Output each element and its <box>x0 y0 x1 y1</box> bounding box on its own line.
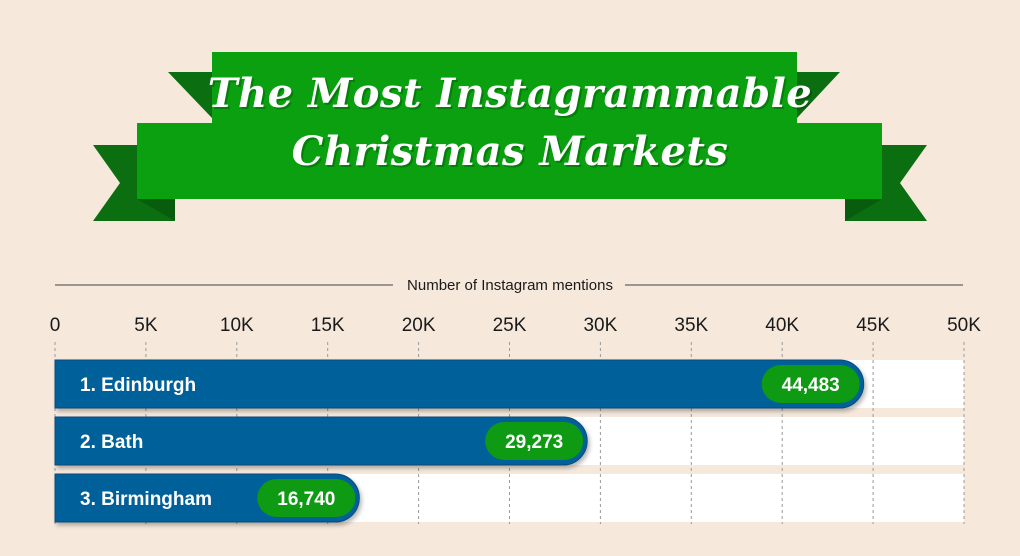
x-tick-label: 25K <box>493 315 527 336</box>
bar-category-label: 3. Birmingham <box>80 489 212 510</box>
banner-upper-band <box>212 52 797 128</box>
banner-lower-band <box>137 123 882 199</box>
x-tick-label: 50K <box>947 315 981 336</box>
x-tick-label: 10K <box>220 315 254 336</box>
bar-group: 2. Bath 29,273 <box>54 416 588 466</box>
bar-category-label: 1. Edinburgh <box>80 375 196 396</box>
bars: 1. Edinburgh 44,483 2. Bath 29,273 3. Birmin… <box>54 359 865 523</box>
bar <box>54 416 588 466</box>
bar-value-label: 44,483 <box>782 375 840 396</box>
x-tick-label: 15K <box>311 315 345 336</box>
x-axis-title: Number of Instagram mentions <box>407 277 613 294</box>
bar-group: 3. Birmingham 16,740 <box>54 473 360 523</box>
bar <box>54 359 865 409</box>
banner-tail-right-top <box>797 72 840 118</box>
x-tick-label: 5K <box>134 315 158 336</box>
banner-fold-left <box>137 199 175 221</box>
value-pill <box>485 422 584 460</box>
x-tick-label: 20K <box>402 315 436 336</box>
bar-value-label: 29,273 <box>505 432 563 453</box>
value-pill <box>761 365 860 403</box>
bar-group: 1. Edinburgh 44,483 <box>54 359 865 409</box>
value-pill <box>257 479 356 517</box>
bar-value-label: 16,740 <box>277 489 335 510</box>
chart-title-line-2: Christmas Markets <box>291 128 729 175</box>
x-tick-label: 30K <box>583 315 617 336</box>
banner-fold-right <box>845 199 882 221</box>
bar-category-label: 2. Bath <box>80 432 143 453</box>
chart-title-line-1: The Most Instagrammable <box>207 70 813 117</box>
x-tick-label: 0 <box>50 315 61 336</box>
x-tick-label: 35K <box>674 315 708 336</box>
x-tick-label: 45K <box>856 315 890 336</box>
x-axis-ticks: 0 5K 10K 15K 20K 25K 30K 35K 40K 45K 50K <box>50 315 982 336</box>
banner-tail-left-top <box>168 72 212 118</box>
x-tick-label: 40K <box>765 315 799 336</box>
title-banner <box>93 52 927 221</box>
